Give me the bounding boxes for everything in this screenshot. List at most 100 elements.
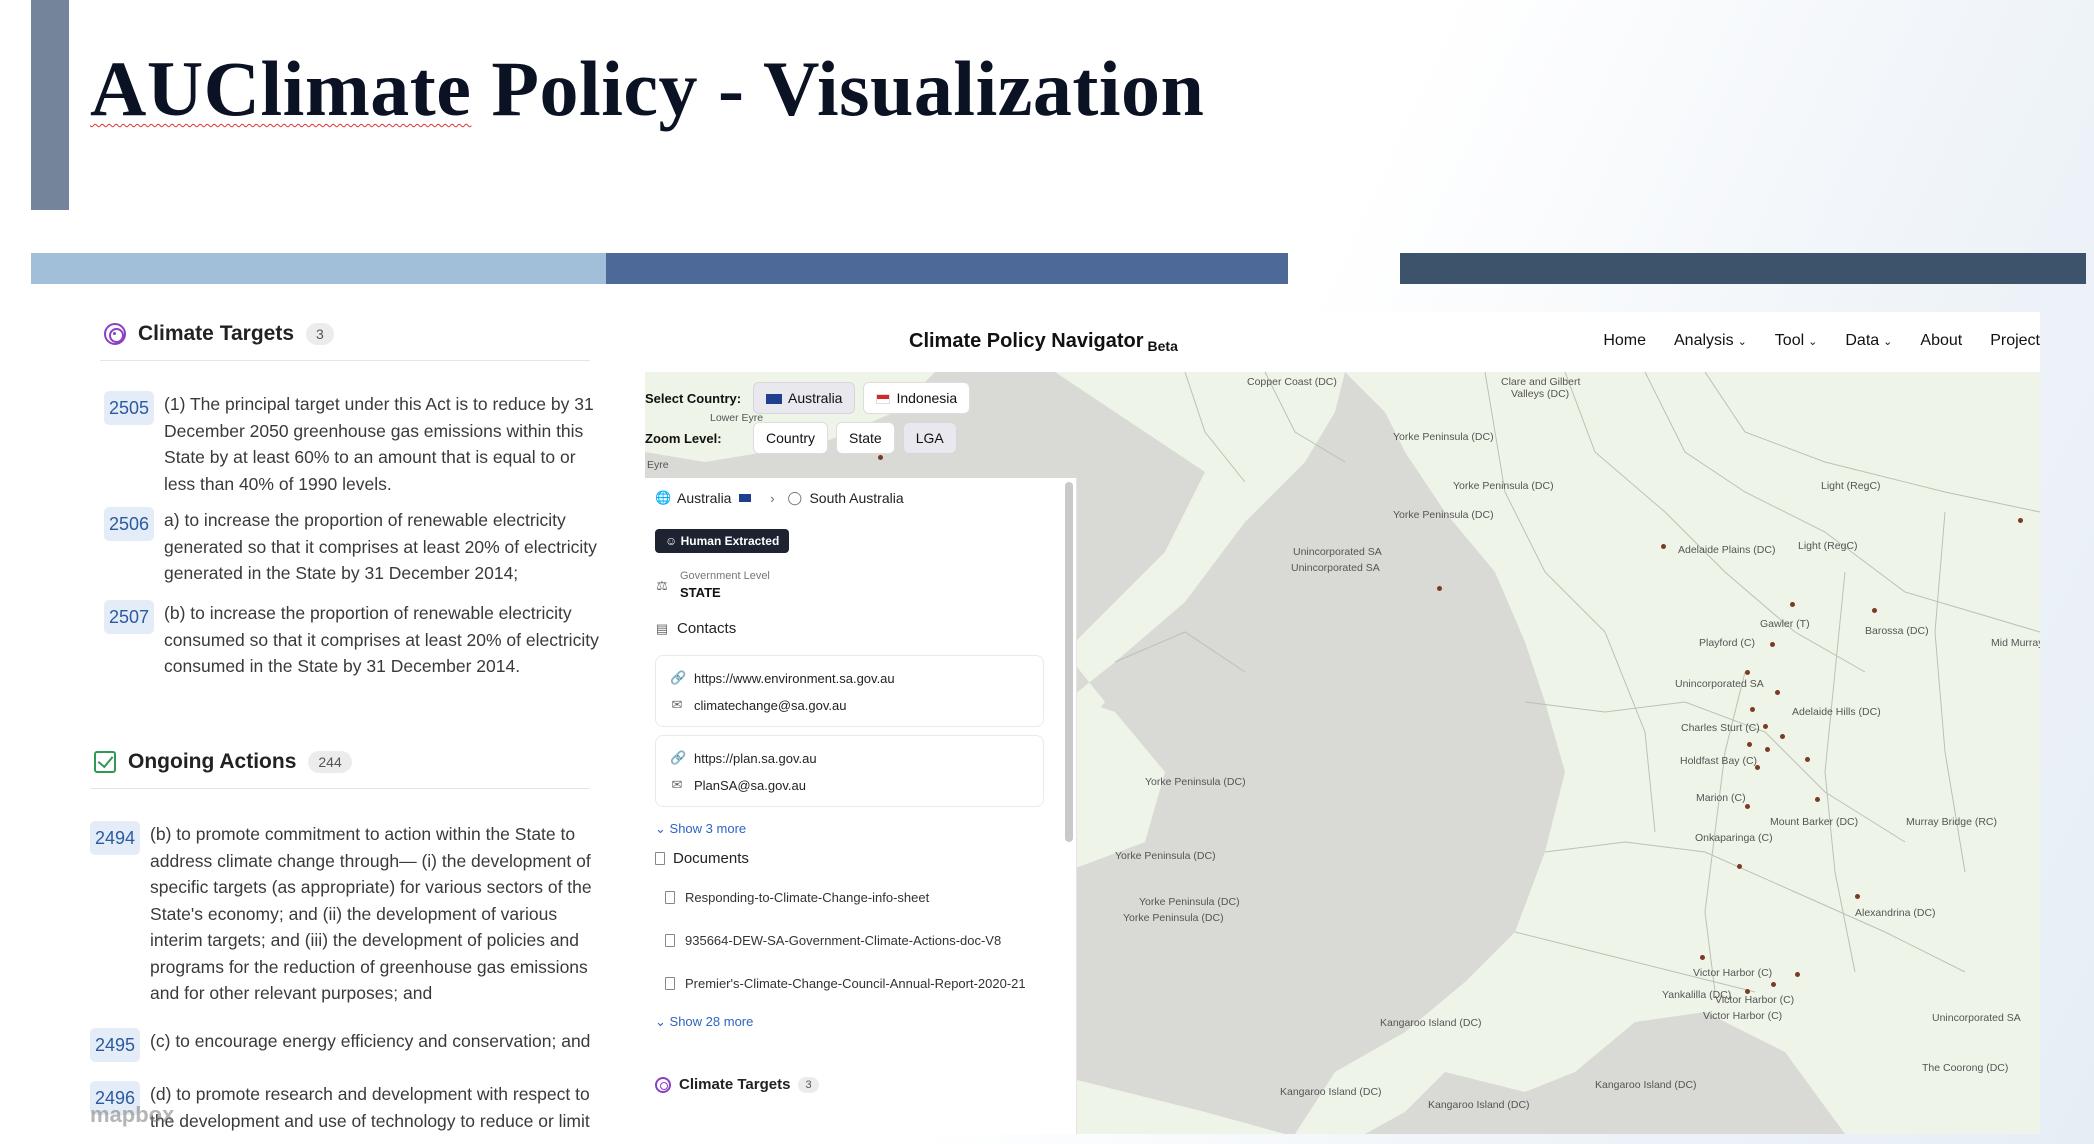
panel-climate-targets-header[interactable]: Climate Targets 3 [655,1076,819,1093]
map-label: Unincorporated SA [1291,562,1380,574]
nav-tool[interactable]: Tool ⌄ [1775,332,1818,350]
map-label: Unincorporated SA [1675,678,1764,690]
contact-link-row[interactable]: 🔗 https://www.environment.sa.gov.au [670,670,895,686]
map-marker[interactable] [878,455,883,460]
source-badge-label: Human Extracted [680,534,780,548]
ongoing-actions-header[interactable]: Ongoing Actions 244 [94,750,352,774]
map-marker[interactable] [1700,955,1705,960]
zoom-label: Zoom Level: [645,430,722,446]
mail-icon: ✉ [671,697,683,712]
map-label: Victor Harbor (C) [1703,1010,1783,1022]
country-name: Australia [788,390,843,406]
map-label: Holdfast Bay (C) [1680,755,1758,767]
map-marker[interactable] [1780,734,1785,739]
nav-home[interactable]: Home [1603,332,1646,349]
stripe-dark [1400,253,2086,284]
map-label: Yorke Peninsula (DC) [1453,480,1554,492]
breadcrumb-state[interactable]: South Australia [809,490,904,506]
flag-indonesia-icon [876,394,891,405]
item-text: (c) to encourage energy efficiency and c… [150,1031,591,1051]
map-marker[interactable] [1747,742,1752,747]
map-marker[interactable] [1795,972,1800,977]
map-marker[interactable] [1763,724,1768,729]
list-item[interactable]: 2507 (b) to increase the proportion of r… [104,600,604,680]
map-label: Mid Murray [1991,637,2040,649]
breadcrumb-country[interactable]: Australia [677,490,732,506]
gov-level-value: STATE [680,585,721,600]
document-item[interactable]: 935664-DEW-SA-Government-Climate-Actions… [665,933,1001,948]
documents-title: Documents [673,850,749,867]
map-label: The Coorong (DC) [1922,1062,2009,1074]
target-icon [655,1076,671,1093]
map-marker[interactable] [1775,690,1780,695]
map-marker[interactable] [1437,586,1442,591]
nav-analysis[interactable]: Analysis ⌄ [1674,332,1747,350]
flag-australia-icon [739,494,752,502]
map-label: Yorke Peninsula (DC) [1139,896,1240,908]
document-item[interactable]: Responding-to-Climate-Change-info-sheet [665,890,929,905]
nav-about[interactable]: About [1920,332,1963,349]
map-marker[interactable] [1815,797,1820,802]
show-more-documents-link[interactable]: ⌄ Show 28 more [655,1014,753,1030]
map-marker[interactable] [1790,602,1795,607]
map-marker[interactable] [1855,894,1860,899]
map-marker[interactable] [1805,757,1810,762]
contact-link-row[interactable]: 🔗 https://plan.sa.gov.au [670,750,817,766]
panel-scrollbar[interactable] [1065,482,1073,842]
chevron-down-icon: ⌄ [1737,336,1747,348]
map-label: Murray Bridge (RC) [1906,816,1998,828]
map-label: Adelaide Plains (DC) [1678,544,1776,556]
map-marker[interactable] [2018,518,2023,523]
country-option-australia[interactable]: Australia [753,382,856,414]
contact-card: 🔗 https://plan.sa.gov.au ✉ PlanSA@sa.gov.a… [655,735,1044,807]
chevron-down-icon: ⌄ [655,821,666,836]
map-label: Light (RegC) [1798,540,1858,552]
chevron-right-icon: › [770,490,775,506]
map-marker[interactable] [1745,804,1750,809]
map-label: Onkaparinga (C) [1695,832,1773,844]
item-id-badge: 2496 [90,1081,141,1115]
map-marker[interactable] [1771,982,1776,987]
list-item[interactable]: 2495 (c) to encourage energy efficiency … [90,1028,610,1062]
nav-data[interactable]: Data ⌄ [1845,332,1892,350]
nav-project[interactable]: Project [1990,332,2040,349]
contact-email-row[interactable]: ✉ PlanSA@sa.gov.au [670,777,806,793]
map-marker[interactable] [1745,989,1750,994]
panel-climate-targets-title: Climate Targets [679,1076,791,1093]
zoom-option-country[interactable]: Country [753,422,829,454]
zoom-option-state[interactable]: State [836,422,895,454]
stripe-light [31,253,606,284]
ongoing-actions-title: Ongoing Actions [128,750,297,773]
map-marker[interactable] [1872,608,1877,613]
map-label: Marion (C) [1696,792,1746,804]
list-item[interactable]: 2505 (1) The principal target under this… [104,391,604,497]
brand[interactable]: Climate Policy Navigator Beta [909,330,1178,354]
contact-url: https://plan.sa.gov.au [694,750,817,766]
yorke-peninsula-land [995,372,1345,792]
item-text: (d) to promote research and development … [150,1084,590,1131]
map-marker[interactable] [1745,670,1750,675]
climate-targets-header[interactable]: Climate Targets 3 [104,322,334,346]
item-id-badge: 2494 [90,821,141,855]
map-marker[interactable] [1750,707,1755,712]
country-option-indonesia[interactable]: Indonesia [863,382,971,414]
item-text: a) to increase the proportion of renewab… [164,510,597,583]
document-item[interactable]: Premier's-Climate-Change-Council-Annual-… [665,976,1026,991]
list-item[interactable]: 2506 a) to increase the proportion of re… [104,507,604,587]
map-marker[interactable] [1661,544,1666,549]
map-marker[interactable] [1765,747,1770,752]
file-icon [665,891,675,904]
zoom-option-lga[interactable]: LGA [902,422,957,454]
map-marker[interactable] [1737,864,1742,869]
documents-header: Documents [655,850,749,867]
contact-email-row[interactable]: ✉ climatechange@sa.gov.au [670,697,847,713]
list-item[interactable]: 2494 (b) to promote commitment to action… [90,821,610,1007]
map-label: Lower Eyre [710,412,764,424]
check-square-icon [94,751,116,773]
slide-accent-bar [31,0,69,210]
show-more-contacts-link[interactable]: ⌄ Show 3 more [655,821,746,837]
map-marker[interactable] [1770,642,1775,647]
list-item[interactable]: 2496 (d) to promote research and develop… [90,1081,610,1134]
map-marker[interactable] [1755,765,1760,770]
breadcrumb: 🌐 Australia › ◯ South Australia [655,490,904,506]
